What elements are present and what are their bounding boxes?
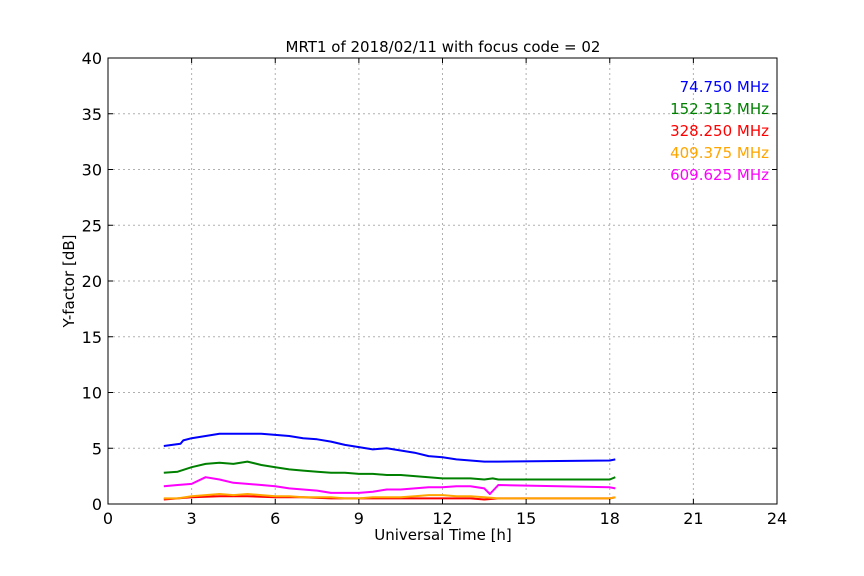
series-line-4	[163, 476, 616, 495]
x-tick-label: 24	[767, 509, 787, 528]
y-tick-label: 25	[82, 216, 102, 235]
chart-title: MRT1 of 2018/02/11 with focus code = 02	[286, 38, 601, 56]
legend-entry-1: 152.313 MHz	[670, 100, 769, 118]
legend-entry-4: 609.625 MHz	[670, 166, 769, 184]
y-tick-label: 5	[92, 439, 102, 458]
x-tick-label: 9	[354, 509, 364, 528]
x-axis-label: Universal Time [h]	[374, 526, 512, 544]
x-tick-label: 3	[187, 509, 197, 528]
legend: 74.750 MHz 152.313 MHz 328.250 MHz 409.375 …	[670, 78, 769, 184]
x-tick-label: 0	[103, 509, 113, 528]
ticks: 0 3 6 9 12 15 18 21 24 0 5 10 15 20 25 30 35 40	[82, 49, 788, 528]
y-tick-label: 15	[82, 328, 102, 347]
x-tick-label: 6	[270, 509, 280, 528]
series-line-1	[163, 460, 616, 481]
legend-entry-3: 409.375 MHz	[670, 144, 769, 162]
x-tick-label: 18	[600, 509, 620, 528]
y-tick-label: 10	[82, 384, 102, 403]
series-layer	[163, 432, 616, 501]
series-line-0	[163, 432, 616, 463]
y-tick-label: 35	[82, 105, 102, 124]
y-tick-label: 20	[82, 272, 102, 291]
y-tick-label: 40	[82, 49, 102, 68]
x-tick-label: 15	[516, 509, 536, 528]
y-tick-label: 0	[92, 495, 102, 514]
y-tick-label: 30	[82, 161, 102, 180]
x-tick-label: 12	[432, 509, 452, 528]
series-line-3	[163, 493, 616, 500]
x-tick-label: 21	[683, 509, 703, 528]
y-axis-label: Y-factor [dB]	[60, 234, 78, 328]
legend-entry-0: 74.750 MHz	[680, 78, 769, 96]
legend-entry-2: 328.250 MHz	[670, 122, 769, 140]
